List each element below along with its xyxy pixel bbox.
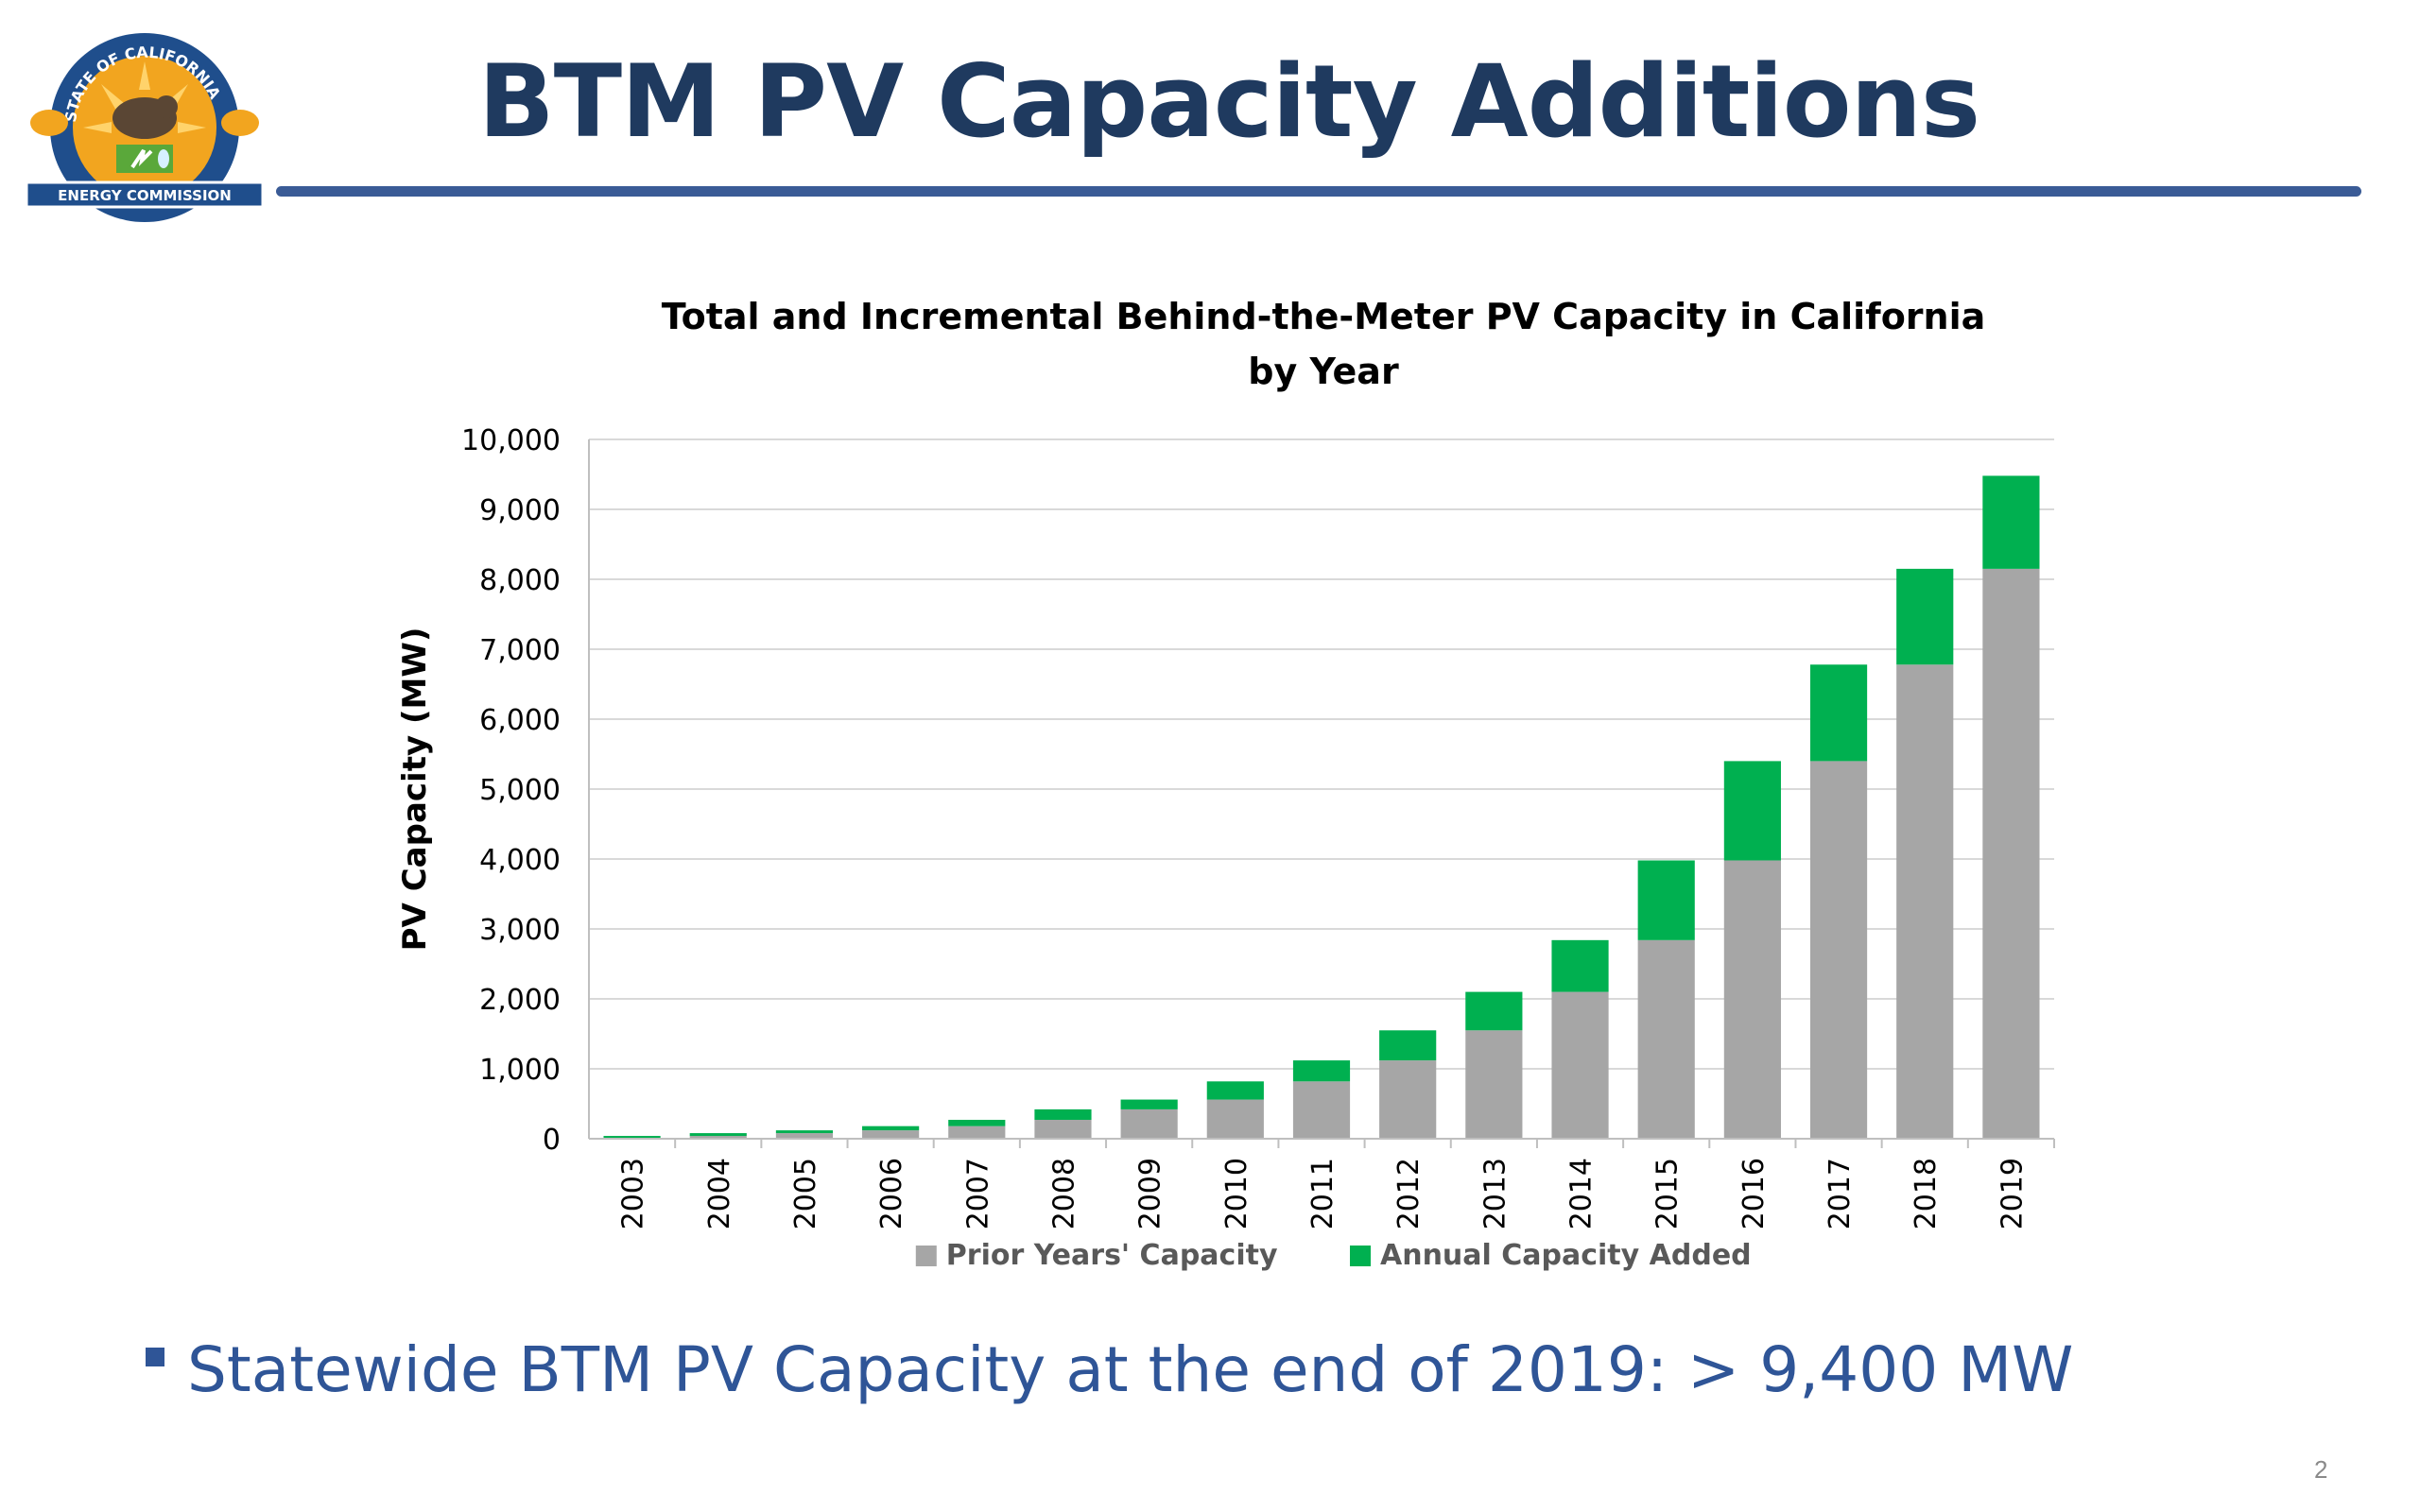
bar-prior-capacity xyxy=(1379,1060,1437,1139)
bullet-icon xyxy=(146,1347,164,1366)
x-tick-label: 2004 xyxy=(703,1158,736,1229)
bar-prior-capacity xyxy=(862,1130,920,1139)
y-tick-label: 5,000 xyxy=(479,774,561,807)
y-axis-label: PV Capacity (MW) xyxy=(396,627,434,952)
bar-prior-capacity xyxy=(1206,1099,1264,1139)
bar-annual-added xyxy=(1120,1099,1178,1109)
bar-prior-capacity xyxy=(1034,1120,1092,1139)
gridlines xyxy=(589,438,2054,1070)
x-tick-label: 2011 xyxy=(1306,1158,1340,1229)
seal-icon: STATE OF CALIFORNIA ENERGY COMMISSION xyxy=(25,33,265,222)
x-tick-label: 2003 xyxy=(617,1158,650,1229)
y-tick-label: 0 xyxy=(543,1124,561,1157)
bar-prior-capacity xyxy=(1637,939,1695,1139)
x-tick-label: 2019 xyxy=(1996,1158,2029,1229)
legend-swatch xyxy=(1350,1246,1371,1266)
bar-prior-capacity xyxy=(1120,1108,1178,1139)
bar-annual-added xyxy=(775,1130,834,1134)
page-number: 2 xyxy=(2314,1455,2328,1484)
bar-annual-added xyxy=(1896,568,1954,665)
axes: 0 1,000 2,000 3,000 4,000 5,000 6,000 7,000 8,00… xyxy=(461,424,2055,1229)
y-tick-label: 10,000 xyxy=(461,424,561,457)
bar-annual-added xyxy=(1982,475,2040,569)
x-tick-label: 2008 xyxy=(1047,1158,1080,1229)
bar-annual-added xyxy=(862,1125,920,1131)
x-tick-label: 2005 xyxy=(789,1158,822,1229)
bar-annual-added xyxy=(1551,939,1609,992)
legend-label: Annual Capacity Added xyxy=(1380,1239,1752,1272)
bar-prior-capacity xyxy=(1551,991,1609,1139)
y-tick-label: 7,000 xyxy=(479,634,561,667)
bar-prior-capacity xyxy=(1465,1030,1523,1139)
x-tick-label: 2009 xyxy=(1134,1158,1167,1229)
x-tick-label: 2010 xyxy=(1220,1158,1253,1229)
summary-text: Statewide BTM PV Capacity at the end of … xyxy=(187,1333,2074,1406)
bar-prior-capacity xyxy=(948,1125,1006,1139)
bar-prior-capacity xyxy=(1292,1081,1351,1139)
bar-annual-added xyxy=(1723,761,1781,861)
bar-annual-added xyxy=(1379,1030,1437,1061)
x-tick-label: 2015 xyxy=(1651,1158,1685,1229)
y-tick-label: 9,000 xyxy=(479,494,561,527)
x-tick-label: 2017 xyxy=(1824,1158,1857,1229)
bar-prior-capacity xyxy=(1982,568,2040,1139)
bar-annual-added xyxy=(1637,860,1695,940)
slide-title: BTM PV Capacity Additions xyxy=(477,43,1980,160)
x-tick-label: 2014 xyxy=(1565,1158,1599,1229)
y-tick-label: 2,000 xyxy=(479,984,561,1017)
chart-svg: Total and Incremental Behind-the-Meter P… xyxy=(396,296,2055,1272)
y-tick-label: 4,000 xyxy=(479,844,561,877)
y-tick-label: 8,000 xyxy=(479,564,561,597)
bar-annual-added xyxy=(1809,664,1868,762)
svg-text:ENERGY COMMISSION: ENERGY COMMISSION xyxy=(58,187,232,204)
chart-title-line-2: by Year xyxy=(1248,351,1399,392)
capacity-chart: Total and Incremental Behind-the-Meter P… xyxy=(378,284,2080,1295)
x-tick-label: 2007 xyxy=(961,1158,994,1229)
y-tick-label: 6,000 xyxy=(479,704,561,737)
bar-annual-added xyxy=(689,1133,747,1137)
bar-prior-capacity xyxy=(1809,761,1868,1139)
bar-annual-added xyxy=(948,1120,1006,1126)
chart-title-line-1: Total and Incremental Behind-the-Meter P… xyxy=(662,296,1986,337)
bar-annual-added xyxy=(603,1136,661,1139)
bar-prior-capacity xyxy=(1723,860,1781,1139)
bar-prior-capacity xyxy=(1896,664,1954,1139)
bar-prior-capacity xyxy=(775,1133,834,1139)
energy-commission-logo: STATE OF CALIFORNIA ENERGY COMMISSION xyxy=(25,24,265,236)
title-divider xyxy=(276,186,2361,197)
x-tick-label: 2012 xyxy=(1392,1158,1426,1229)
bar-annual-added xyxy=(1206,1081,1264,1100)
legend: Prior Years' Capacity Annual Capacity Add… xyxy=(915,1239,1752,1272)
summary-bullet: Statewide BTM PV Capacity at the end of … xyxy=(146,1318,2073,1422)
bar-annual-added xyxy=(1465,991,1523,1031)
x-tick-label: 2006 xyxy=(875,1158,908,1229)
bar-annual-added xyxy=(1034,1108,1092,1121)
x-tick-label: 2013 xyxy=(1478,1158,1512,1229)
x-tick-label: 2016 xyxy=(1737,1158,1771,1229)
bar-annual-added xyxy=(1292,1060,1351,1082)
x-tick-label: 2018 xyxy=(1910,1158,1943,1229)
legend-label: Prior Years' Capacity xyxy=(946,1239,1278,1272)
legend-swatch xyxy=(915,1246,937,1266)
bars xyxy=(603,475,2040,1139)
y-tick-label: 3,000 xyxy=(479,914,561,947)
bar-prior-capacity xyxy=(689,1136,747,1139)
y-tick-label: 1,000 xyxy=(479,1054,561,1087)
